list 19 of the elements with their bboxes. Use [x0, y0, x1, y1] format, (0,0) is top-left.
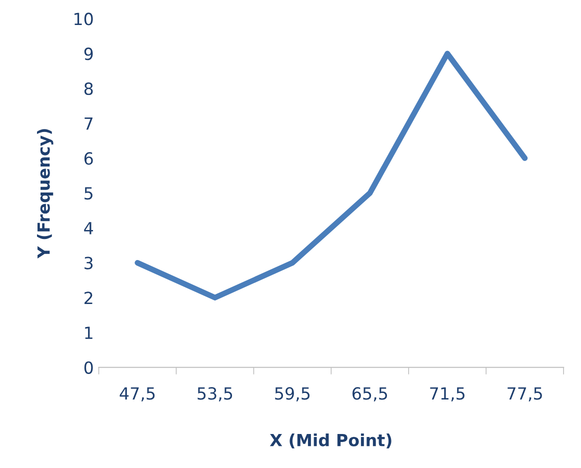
x-tick-label: 59,5	[275, 387, 310, 402]
y-tick-label: 6	[84, 152, 93, 165]
y-tick-label: 7	[84, 118, 92, 130]
y-tick-label: 4	[84, 222, 93, 234]
y-tick-label: 0	[84, 361, 93, 374]
y-tick-label: 3	[84, 256, 93, 270]
x-tick-label: 47,5	[120, 387, 155, 402]
x-tick-label: 77,5	[508, 387, 542, 402]
y-tick-label: 9	[84, 48, 93, 60]
x-axis-title: X (Mid Point)	[270, 434, 392, 448]
y-tick-label: 2	[84, 292, 92, 304]
x-tick-label: 71,5	[430, 387, 464, 402]
y-tick-label: 1	[85, 326, 92, 339]
y-tick-label: 10	[74, 12, 93, 26]
y-tick-label: 8	[84, 82, 93, 96]
x-tick-label: 65,5	[352, 387, 388, 402]
x-tick-label: 53,5	[198, 387, 232, 402]
y-tick-label: 5	[84, 187, 92, 200]
y-axis-title: Y (Frequency)	[37, 129, 54, 259]
